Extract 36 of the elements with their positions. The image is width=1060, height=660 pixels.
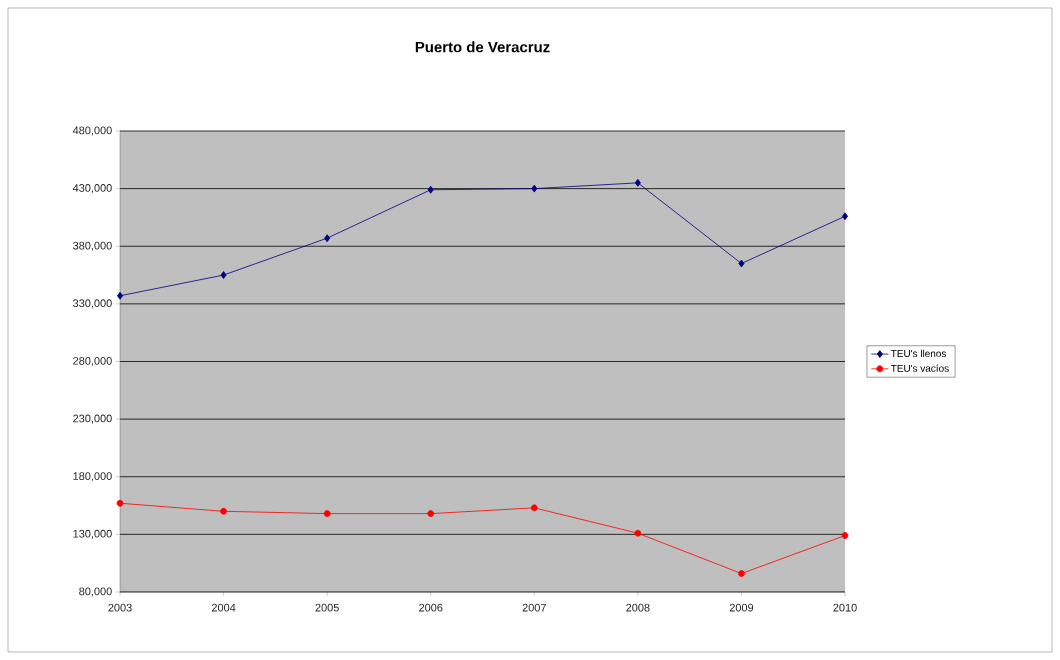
point [427,510,435,517]
x-tick-label: 2010 [833,603,857,612]
x-tick-label: 2006 [419,603,443,612]
y-tick-label: 180,000 [73,472,112,482]
x-tick-label: 2009 [729,603,754,612]
y-tick-label: 230,000 [73,414,112,424]
point [842,212,849,221]
point [220,271,227,279]
y-tick-label: 430,000 [72,184,112,194]
chart-title: Puerto de Veracruz [415,41,550,53]
point [116,499,124,507]
x-tick-label: 2005 [315,603,339,612]
y-tick-label: 480,000 [72,126,112,136]
x-tick-label: 2004 [211,603,236,612]
y-tick-label: 280,000 [73,356,112,367]
point [323,510,331,517]
point [738,259,745,268]
point [220,507,227,515]
point [324,234,331,243]
x-tick-label: 2003 [108,603,132,612]
point [427,185,434,194]
point [738,570,745,577]
legend-label: TEU's llenos [890,349,946,358]
point [530,504,538,512]
y-tick-label: 80,000 [79,587,112,597]
y-tick-label: 330,000 [73,299,112,309]
y-tick-label: 130,000 [73,529,112,539]
point [634,529,642,537]
point [634,178,641,187]
x-tick-label: 2008 [626,603,650,612]
legend-label: TEU's vacíos [890,364,949,372]
point [117,291,124,300]
x-tick-label: 2007 [522,603,546,612]
y-tick-label: 380,000 [73,241,112,251]
point [531,184,538,193]
point [841,532,849,539]
